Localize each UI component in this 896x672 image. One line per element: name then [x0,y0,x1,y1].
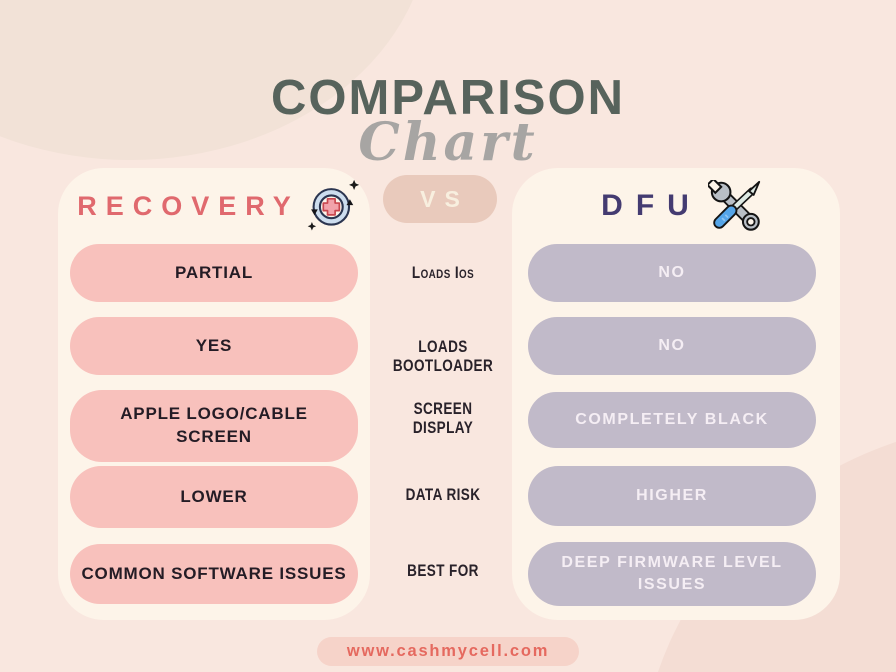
row-label-loads-bootloader: LOADS BOOTLOADER [392,338,494,375]
dfu-value-screen-display: COMPLETELY BLACK [528,392,816,448]
recovery-header: RECOVERY [58,178,370,234]
dfu-value-best-for: DEEP FIRMWARE LEVEL ISSUES [528,542,816,606]
recovery-value-loads-bootloader: YES [70,317,358,375]
row-label-data-risk: DATA RISK [405,486,481,504]
recovery-header-label: RECOVERY [77,190,300,221]
dfu-value-loads-ios: NO [528,244,816,302]
page-subtitle-script: Chart [358,112,538,173]
recovery-value-data-risk: LOWER [70,466,358,528]
dfu-header: DFU [512,178,840,234]
page-title: COMPARISON [271,71,625,125]
dfu-value-loads-bootloader: NO [528,317,816,375]
wrench-screwdriver-tools-icon [707,180,764,232]
dfu-header-label: DFU [601,189,702,222]
dfu-value-data-risk: HIGHER [528,466,816,526]
recovery-value-screen-display: APPLE LOGO/CABLE SCREEN [70,390,358,462]
recovery-value-best-for: COMMON SOFTWARE ISSUES [70,544,358,604]
row-label-screen-display: SCREEN DISPLAY [412,400,474,437]
vs-badge: VS [383,175,497,223]
footer-website-badge[interactable]: www.cashmycell.com [317,637,579,666]
row-label-loads-ios: Loads Ios [411,264,475,282]
footer-website-url[interactable]: www.cashmycell.com [346,642,550,660]
row-label-best-for: BEST FOR [407,562,479,580]
recovery-value-loads-ios: PARTIAL [70,244,358,302]
recovery-refresh-cross-icon [306,179,360,233]
